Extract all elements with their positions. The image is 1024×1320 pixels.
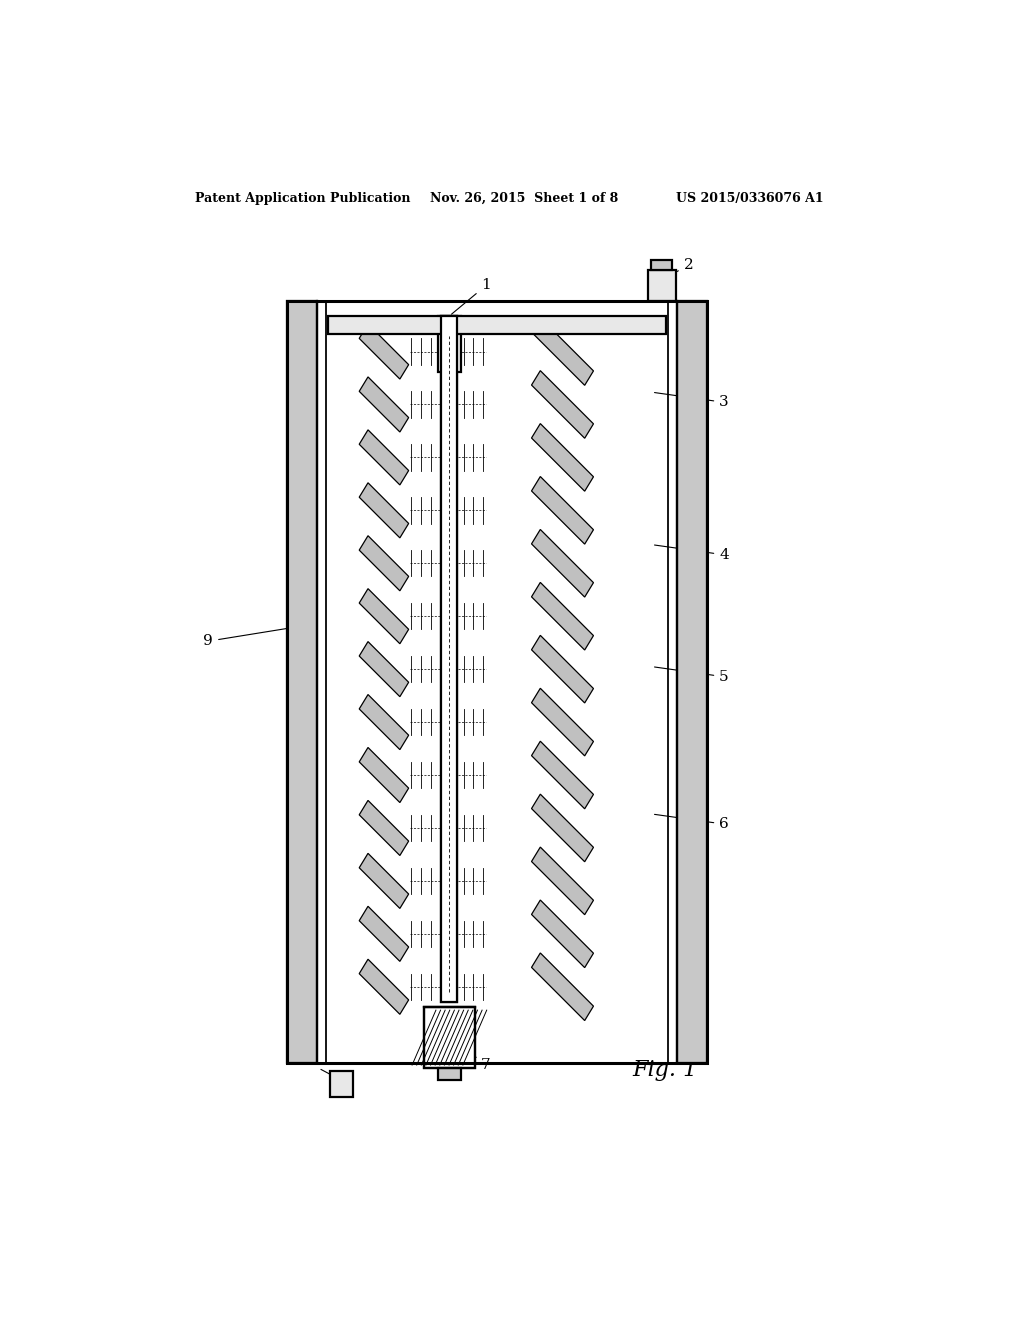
Polygon shape bbox=[359, 853, 409, 908]
Text: 3: 3 bbox=[654, 392, 729, 409]
Polygon shape bbox=[531, 688, 594, 756]
Text: 1: 1 bbox=[452, 279, 490, 314]
Polygon shape bbox=[359, 960, 409, 1014]
Polygon shape bbox=[531, 847, 594, 915]
Polygon shape bbox=[359, 747, 409, 803]
Polygon shape bbox=[359, 907, 409, 961]
Polygon shape bbox=[531, 371, 594, 438]
Polygon shape bbox=[359, 430, 409, 484]
Polygon shape bbox=[359, 800, 409, 855]
Polygon shape bbox=[531, 424, 594, 491]
Polygon shape bbox=[531, 795, 594, 862]
Bar bbox=[424, 1007, 475, 1068]
Polygon shape bbox=[531, 318, 594, 385]
Bar bbox=[287, 301, 708, 1063]
Text: Nov. 26, 2015  Sheet 1 of 8: Nov. 26, 2015 Sheet 1 of 8 bbox=[430, 191, 617, 205]
Bar bbox=[441, 315, 458, 1002]
Polygon shape bbox=[359, 483, 409, 537]
Bar bbox=[437, 315, 461, 331]
Bar bbox=[441, 315, 458, 1002]
Bar bbox=[648, 271, 676, 301]
Bar bbox=[450, 331, 461, 372]
Text: 8: 8 bbox=[321, 1069, 352, 1090]
Text: 4: 4 bbox=[654, 545, 729, 562]
Polygon shape bbox=[531, 742, 594, 809]
Text: 6: 6 bbox=[654, 814, 729, 832]
Polygon shape bbox=[531, 635, 594, 704]
Bar bbox=[677, 301, 708, 1063]
Bar bbox=[331, 1071, 352, 1097]
Polygon shape bbox=[359, 589, 409, 644]
Text: 7: 7 bbox=[460, 1044, 490, 1072]
Text: Patent Application Publication: Patent Application Publication bbox=[196, 191, 411, 205]
Text: 2: 2 bbox=[664, 259, 693, 279]
Bar bbox=[287, 301, 316, 1063]
Bar bbox=[437, 331, 450, 372]
Polygon shape bbox=[531, 529, 594, 597]
Polygon shape bbox=[359, 642, 409, 697]
Text: 5: 5 bbox=[654, 667, 729, 684]
Text: 9: 9 bbox=[204, 627, 300, 648]
Text: Fig. 1: Fig. 1 bbox=[632, 1059, 697, 1081]
Polygon shape bbox=[359, 323, 409, 379]
Polygon shape bbox=[359, 536, 409, 591]
Polygon shape bbox=[359, 694, 409, 750]
Bar bbox=[424, 1007, 475, 1068]
Text: US 2015/0336076 A1: US 2015/0336076 A1 bbox=[676, 191, 823, 205]
Polygon shape bbox=[531, 477, 594, 544]
Polygon shape bbox=[531, 900, 594, 968]
Polygon shape bbox=[359, 378, 409, 432]
Bar bbox=[437, 1068, 461, 1080]
Bar bbox=[328, 315, 666, 334]
Bar bbox=[651, 260, 673, 271]
Polygon shape bbox=[531, 953, 594, 1020]
Polygon shape bbox=[531, 582, 594, 649]
